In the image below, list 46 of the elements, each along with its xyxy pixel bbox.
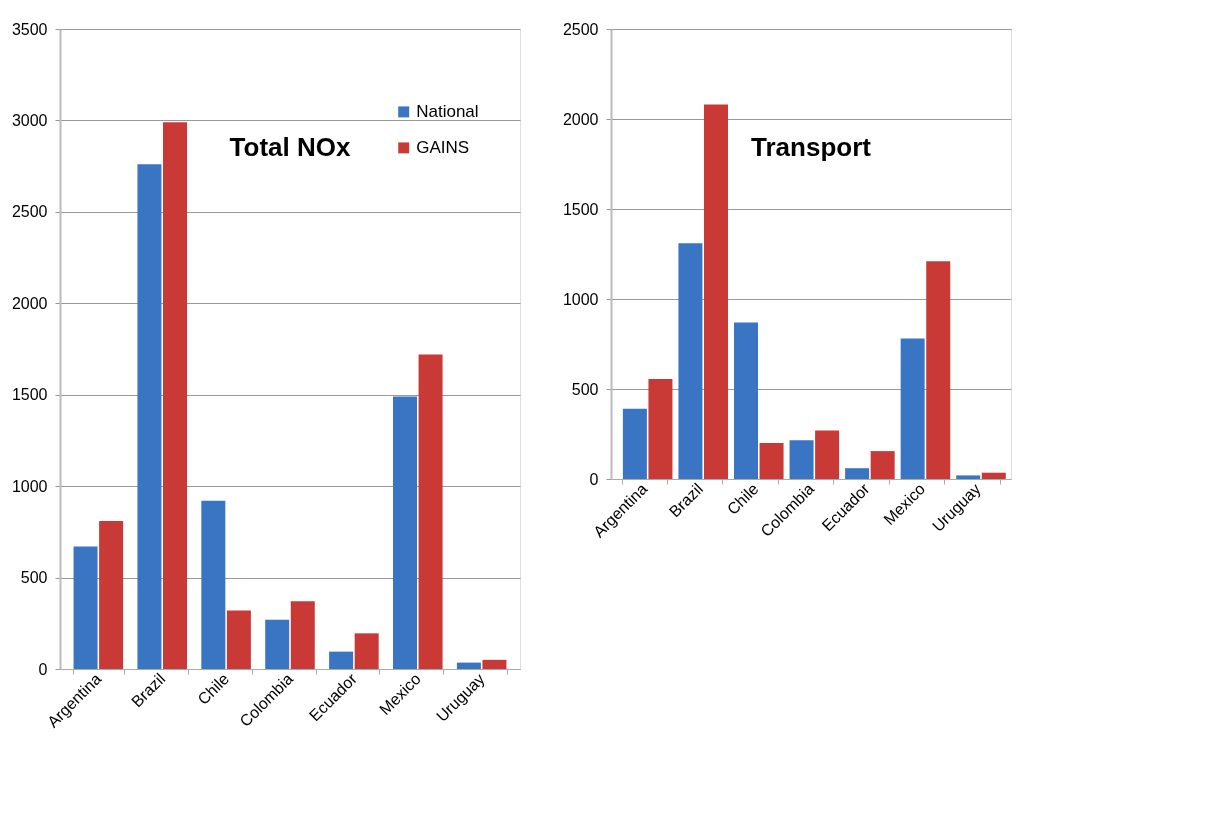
bar: [329, 651, 354, 669]
y-tick-label: 500: [571, 380, 599, 398]
text: Transport: [751, 132, 872, 162]
bar: [482, 659, 507, 669]
bar: [201, 500, 226, 669]
bar: [418, 354, 443, 669]
bar: [73, 546, 98, 669]
legend-label: GAINS: [416, 137, 470, 157]
bar: [99, 520, 124, 669]
bar: [926, 261, 951, 479]
y-tick-label: 3500: [11, 20, 48, 38]
bar: [393, 396, 417, 669]
bar: [648, 379, 673, 479]
bar: [137, 164, 162, 669]
y-tick-label: 2000: [562, 110, 599, 128]
y-tick-label: 1000: [562, 290, 599, 308]
bar: [845, 468, 870, 479]
bar: [354, 633, 379, 669]
bar: [456, 662, 481, 669]
bar: [870, 451, 895, 479]
y-tick-label: 1500: [562, 200, 599, 218]
y-tick-label: 3000: [11, 111, 48, 129]
y-tick-label: 1500: [11, 386, 48, 404]
bar: [759, 443, 784, 479]
y-tick-label: 2000: [11, 294, 48, 312]
bar: [163, 122, 187, 669]
y-tick-label: 1000: [11, 477, 48, 495]
y-tick-label: 2500: [562, 20, 599, 38]
y-tick-label: 0: [589, 470, 599, 488]
legend-label: National: [416, 101, 479, 121]
bar: [956, 475, 981, 479]
bar: [815, 430, 840, 479]
bar: [734, 322, 758, 479]
bar: [265, 619, 290, 669]
bar: [290, 601, 315, 669]
bar: [981, 472, 1006, 479]
bar: [226, 610, 251, 669]
bar: [704, 104, 728, 479]
y-tick-label: 2500: [11, 203, 48, 221]
bar: [789, 440, 814, 479]
y-tick-label: 500: [20, 569, 48, 587]
y-tick-label: 0: [38, 660, 48, 678]
text: Total NOx: [229, 132, 351, 162]
bar: [622, 408, 647, 479]
bar: [900, 338, 925, 479]
bar: [678, 243, 703, 479]
